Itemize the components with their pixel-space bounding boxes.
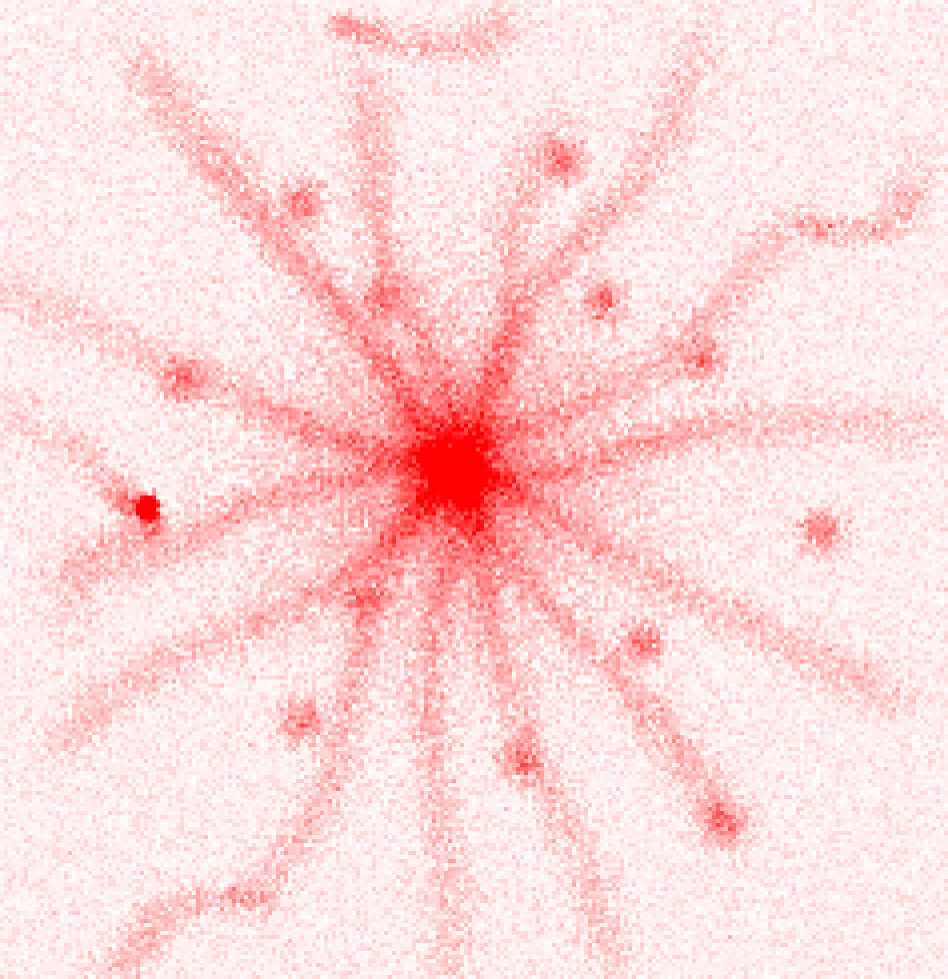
density-map-canvas xyxy=(0,0,948,979)
density-map-view xyxy=(0,0,948,979)
